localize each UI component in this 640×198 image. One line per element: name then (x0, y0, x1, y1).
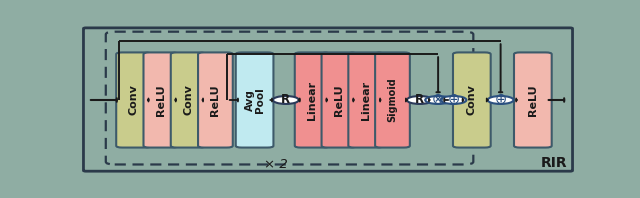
Text: × 2: × 2 (264, 158, 288, 171)
FancyBboxPatch shape (116, 52, 151, 148)
Text: Linear: Linear (307, 80, 317, 120)
FancyBboxPatch shape (236, 52, 273, 148)
FancyBboxPatch shape (514, 52, 552, 148)
FancyBboxPatch shape (321, 52, 356, 148)
Text: Conv: Conv (467, 85, 477, 115)
Text: ReLU: ReLU (334, 84, 344, 116)
Text: Avg
Pool: Avg Pool (244, 87, 264, 113)
Text: ReLU: ReLU (156, 84, 166, 116)
Text: Conv: Conv (129, 85, 139, 115)
Text: R: R (281, 93, 291, 107)
FancyBboxPatch shape (198, 52, 233, 148)
Text: ⊕: ⊕ (447, 92, 460, 107)
Text: Sigmoid: Sigmoid (387, 78, 397, 122)
FancyBboxPatch shape (375, 52, 410, 148)
Text: R: R (415, 93, 424, 107)
Circle shape (425, 96, 451, 104)
Text: ⊗: ⊗ (432, 92, 444, 107)
Text: ReLU: ReLU (211, 84, 220, 116)
Text: RIR: RIR (541, 156, 568, 170)
FancyBboxPatch shape (83, 28, 573, 171)
Text: ReLU: ReLU (528, 84, 538, 116)
Circle shape (440, 96, 467, 104)
FancyBboxPatch shape (295, 52, 330, 148)
Circle shape (488, 96, 513, 104)
FancyBboxPatch shape (171, 52, 205, 148)
FancyBboxPatch shape (143, 52, 178, 148)
Text: ⊕: ⊕ (495, 92, 507, 107)
FancyBboxPatch shape (348, 52, 383, 148)
FancyBboxPatch shape (453, 52, 491, 148)
Text: Linear: Linear (361, 80, 371, 120)
Circle shape (273, 96, 299, 104)
Circle shape (407, 96, 433, 104)
Text: Conv: Conv (183, 85, 193, 115)
